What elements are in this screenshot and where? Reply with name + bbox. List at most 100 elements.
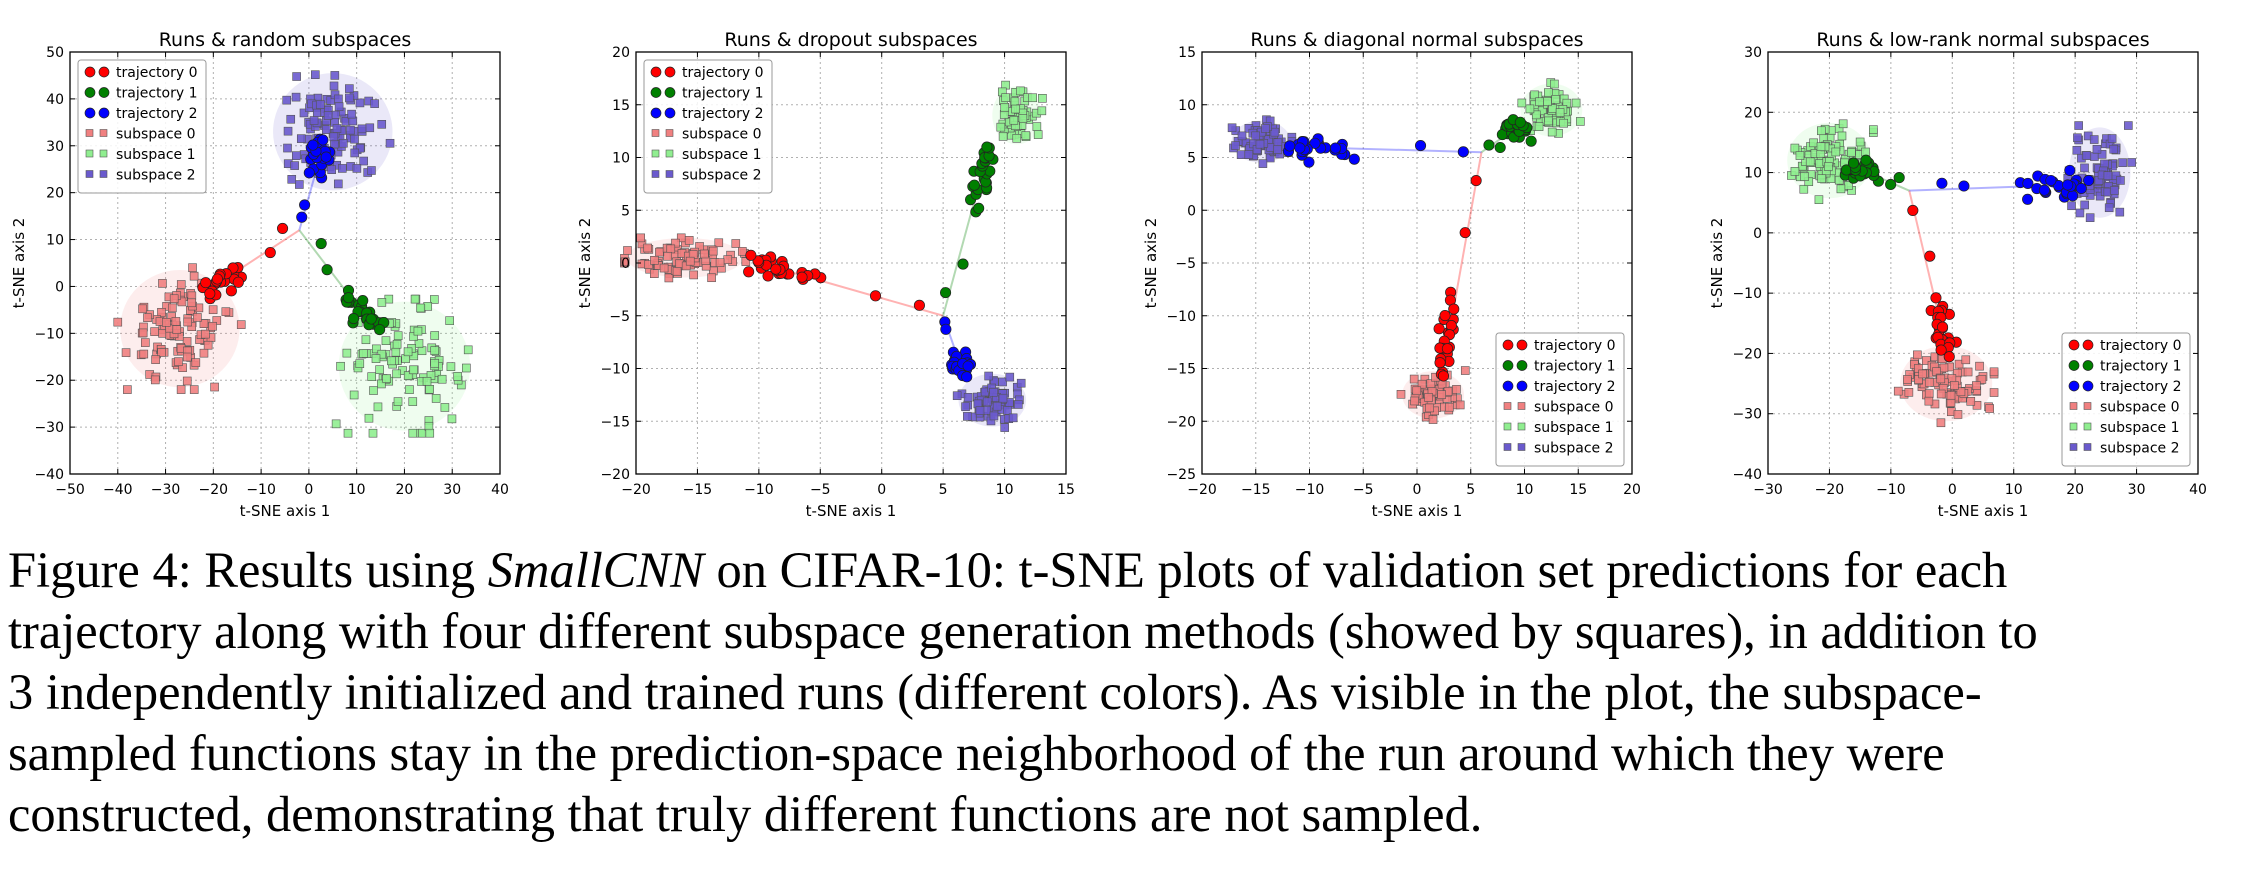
subspace-point [423,302,433,311]
subspace-1-points [1787,119,1878,204]
chart-title: Runs & diagonal normal subspaces [1250,29,1583,51]
figure-caption: Figure 4: Results using SmallCNN on CIFA… [8,540,2258,845]
subspace-point [199,319,209,328]
subspace-point [671,238,680,248]
x-tick-label: 10 [2005,482,2023,498]
subspace-point [141,338,150,347]
subspace-point [1460,366,1470,375]
x-tick-label: −15 [1241,482,1271,498]
subspace-point [1790,167,1800,176]
subspace-point [952,391,962,401]
trajectory-point [1439,309,1451,322]
subspace-point [1258,159,1268,168]
subspace-point [414,339,424,348]
subspace-point [1001,93,1010,102]
subspace-point [2107,134,2117,143]
subspace-point [1009,115,1019,125]
subspace-point [1904,388,1914,397]
subspace-point [393,331,403,341]
subspace-point [329,81,339,91]
subspace-point [339,138,348,148]
y-tick-label: 5 [621,203,630,219]
subspace-point [1921,356,1931,365]
legend-marker [1516,380,1528,392]
legend-box [2061,332,2191,467]
subspace-point [337,164,347,173]
trajectory-point [1414,140,1427,152]
caption-text: Figure 4: Results using [8,542,488,598]
trajectory-2-points [1282,133,1469,168]
trajectory-point [1329,142,1342,154]
subspace-point [346,125,355,135]
legend-marker [2068,380,2080,392]
legend-label: trajectory 2 [682,106,763,122]
subspace-point [989,387,998,397]
subspace-point [1255,139,1265,149]
trajectory-1-points [1839,154,1905,191]
scatter-chart: −20 −15 −10 −5 0 5 10 15 −20 −15 −10 −5 0 5 10 15 20 Runs… [576,29,1075,520]
chart-title: Runs & low-rank normal subspaces [1816,29,2149,51]
legend-label: subspace 2 [1534,441,1613,457]
subspace-point [689,270,698,280]
trajectory-point [796,271,808,283]
subspace-point [189,385,199,394]
legend-marker [2083,422,2092,431]
y-tick-label: 20 [1744,105,1762,121]
legend-marker [2083,402,2092,410]
subspace-point [150,375,160,385]
legend-marker [1517,402,1526,410]
scatter-chart: −20 −15 −10 −5 0 5 10 15 20−25−20−15−10−5051015R… [1142,29,1641,520]
subspace-point [1016,86,1025,96]
subspace-point [431,394,441,403]
chart-panel-random: −50 −40 −30 −20 −10 0 10 20 30 40 −40 −30 −20 −10 0 10 2… [0,0,566,530]
legend-marker [2068,360,2080,371]
trajectory-point [1284,140,1296,152]
legend-marker [665,129,674,137]
legend-label: trajectory 1 [1534,359,1615,375]
subspace-point [1544,88,1553,97]
subspace-point [1953,410,1963,419]
legend-label: trajectory 2 [1534,379,1615,395]
trajectory-point [1936,321,1949,333]
subspace-point [1989,367,1999,377]
subspace-point [963,393,973,402]
trajectory-point [1885,178,1897,191]
subspace-point [416,303,425,313]
figure-row: −50 −40 −30 −20 −10 0 10 20 30 40 −40 −30 −20 −10 0 10 2… [0,0,2207,530]
legend-marker [98,66,110,78]
subspace-point [368,428,378,438]
subspace-point [963,412,972,421]
trajectory-1-points [1483,114,1537,154]
subspace-point [998,377,1007,387]
subspace-point [1000,423,1009,432]
subspace-point [708,246,718,256]
subspace-point [187,298,196,308]
trajectory-point [2062,179,2074,191]
subspace-point [1576,117,1585,126]
trajectory-point [1294,142,1306,154]
subspace-point [352,164,362,173]
x-tick-label: −10 [1295,482,1325,498]
subspace-point [2082,151,2092,160]
y-tick-label: −10 [600,362,630,378]
subspace-point [1227,123,1237,133]
subspace-point [172,325,182,334]
subspace-point [405,385,414,394]
legend-label: subspace 1 [682,147,761,163]
x-tick-label: 40 [2189,482,2207,498]
subspace-point [330,139,339,149]
legend-marker [84,107,96,119]
subspace-point [1425,403,1434,413]
subspace-point [2103,171,2113,180]
legend: trajectory 0 trajectory 1 trajectory 2 subs… [2061,332,2191,467]
trajectory-point [320,151,332,163]
x-tick-label: −30 [151,482,181,498]
subspace-point [1946,391,1956,400]
subspace-point [1809,138,1818,148]
trajectory-point [1483,139,1495,151]
legend-label: subspace 1 [116,147,195,163]
subspace-point [623,246,632,255]
subspace-point [1273,145,1282,154]
y-tick-label: −15 [600,414,630,430]
trajectory-point [968,179,980,191]
